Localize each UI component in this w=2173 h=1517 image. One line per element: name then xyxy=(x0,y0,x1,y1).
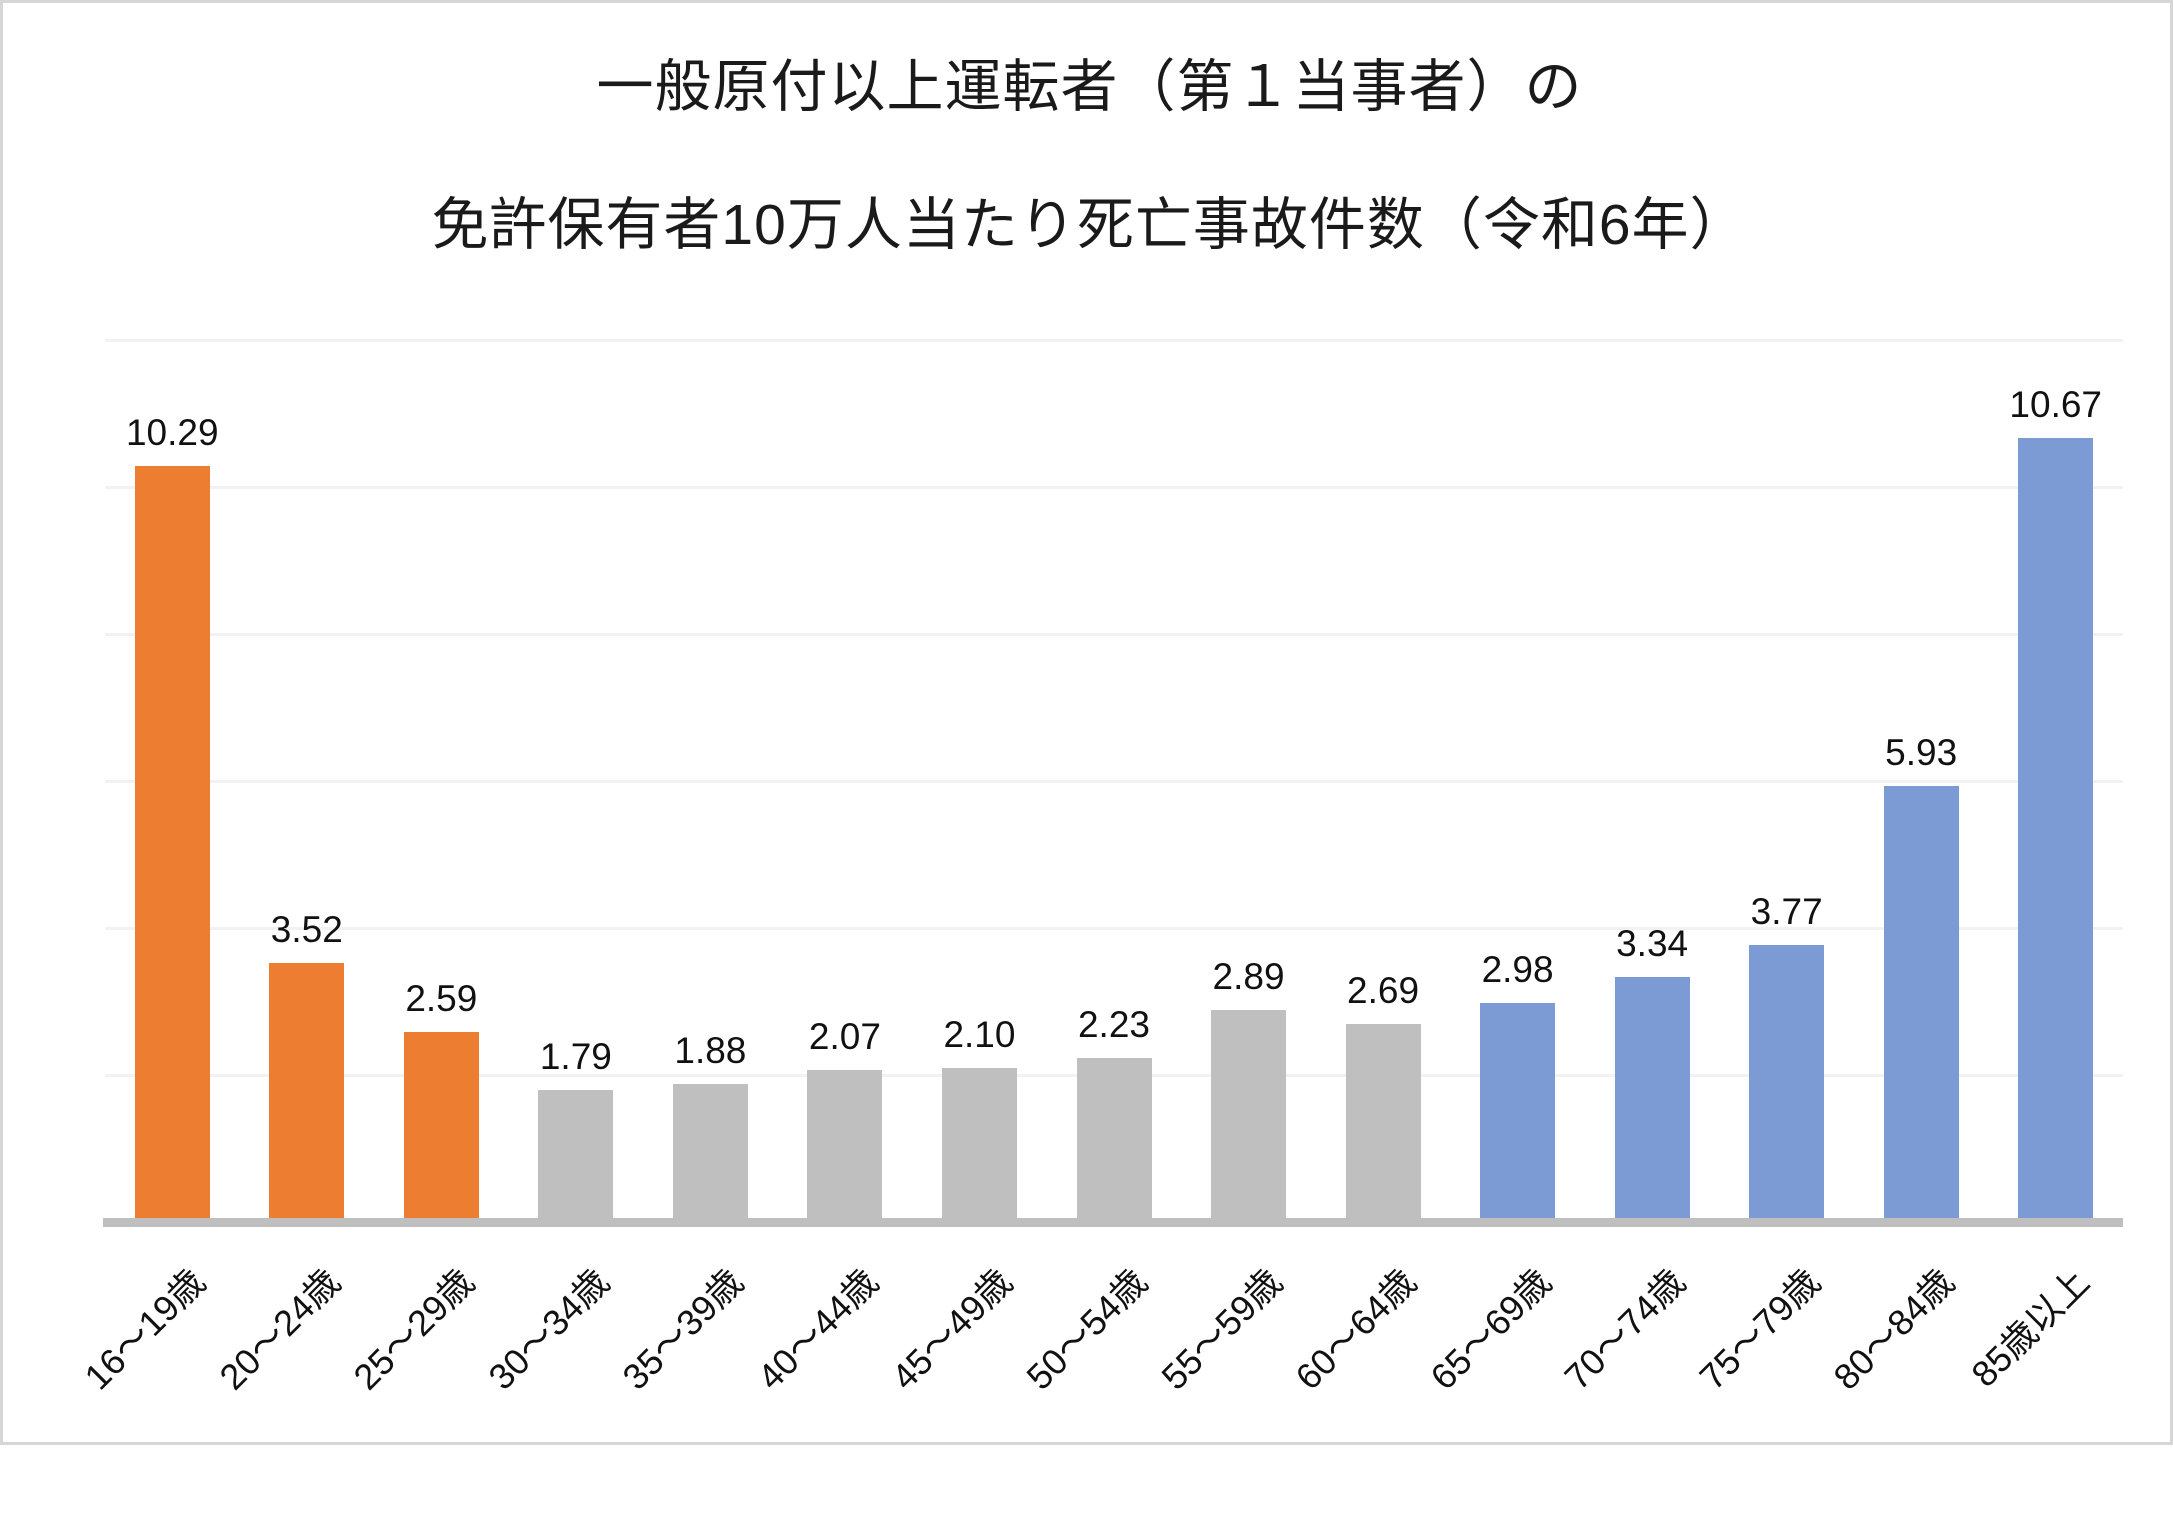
x-axis-label: 70〜74歳 xyxy=(1556,1261,1694,1398)
bar-25〜29歳 xyxy=(403,1031,479,1218)
bar-value-label: 2.59 xyxy=(405,977,478,1019)
gridline xyxy=(105,927,2123,930)
x-axis-label: 35〜39歳 xyxy=(614,1261,752,1398)
bar-value-label: 3.77 xyxy=(1750,890,1823,932)
bar-45〜49歳 xyxy=(941,1067,1017,1218)
bar-16〜19歳 xyxy=(134,465,210,1218)
chart-title-line-1: 一般原付以上運転者（第１当事者）の xyxy=(596,55,1583,119)
bar-55〜59歳 xyxy=(1211,1009,1287,1218)
gridline xyxy=(105,339,2123,342)
x-axis-label: 30〜34歳 xyxy=(480,1261,617,1398)
x-axis-label: 40〜44歳 xyxy=(749,1261,886,1398)
x-axis-label: 20〜24歳 xyxy=(211,1261,348,1398)
bar-65〜69歳 xyxy=(1480,1002,1556,1218)
bar-80〜84歳 xyxy=(1883,786,1959,1218)
x-axis-label: 60〜64歳 xyxy=(1287,1261,1425,1398)
gridline xyxy=(105,780,2123,783)
x-axis-label: 50〜54歳 xyxy=(1018,1261,1155,1398)
bar-50〜54歳 xyxy=(1076,1058,1152,1218)
bar-85歳以上 xyxy=(2018,437,2094,1218)
bar-70〜74歳 xyxy=(1614,976,1690,1218)
bar-35〜39歳 xyxy=(672,1083,748,1218)
x-axis-label: 45〜49歳 xyxy=(883,1261,1021,1398)
bar-value-label: 2.98 xyxy=(1481,948,1554,990)
bar-value-label: 2.89 xyxy=(1212,955,1285,997)
bar-30〜34歳 xyxy=(538,1090,614,1218)
bar-value-label: 1.79 xyxy=(539,1036,612,1078)
x-axis-label: 85歳以上 xyxy=(1963,1261,2097,1395)
bar-value-label: 1.88 xyxy=(674,1029,747,1071)
bar-value-label: 2.69 xyxy=(1347,970,1420,1012)
bar-75〜79歳 xyxy=(1749,944,1825,1218)
bar-value-label: 2.10 xyxy=(943,1013,1016,1055)
bar-20〜24歳 xyxy=(269,963,345,1218)
chart-title-line-2: 免許保有者10万人当たり死亡事故件数（令和6年） xyxy=(431,193,1748,257)
x-axis-label: 25〜29歳 xyxy=(345,1261,483,1398)
bar-value-label: 10.67 xyxy=(2009,383,2103,425)
x-axis-label: 80〜84歳 xyxy=(1825,1261,1963,1398)
gridline xyxy=(105,486,2123,489)
gridline xyxy=(105,633,2123,636)
bar-value-label: 2.07 xyxy=(808,1015,881,1057)
bar-value-label: 3.52 xyxy=(270,909,343,951)
x-axis-line xyxy=(103,1218,2123,1227)
plot-area: 10.29 16〜19歳 3.52 20〜24歳 2.59 25〜29歳 1.79 30〜34… xyxy=(3,3,2173,1448)
bar-value-label: 2.23 xyxy=(1077,1004,1150,1046)
x-axis-label: 55〜59歳 xyxy=(1152,1261,1290,1398)
chart-canvas: 一般原付以上運転者（第１当事者）の 免許保有者10万人当たり死亡事故件数（令和6… xyxy=(0,0,2173,1445)
bar-value-label: 10.29 xyxy=(125,411,219,453)
bar-value-label: 5.93 xyxy=(1885,732,1958,774)
bar-40〜44歳 xyxy=(807,1069,883,1218)
bar-60〜64歳 xyxy=(1345,1024,1421,1218)
x-axis-label: 65〜69歳 xyxy=(1422,1261,1559,1398)
bar-value-label: 3.34 xyxy=(1616,922,1689,964)
x-axis-label: 75〜79歳 xyxy=(1691,1261,1828,1398)
